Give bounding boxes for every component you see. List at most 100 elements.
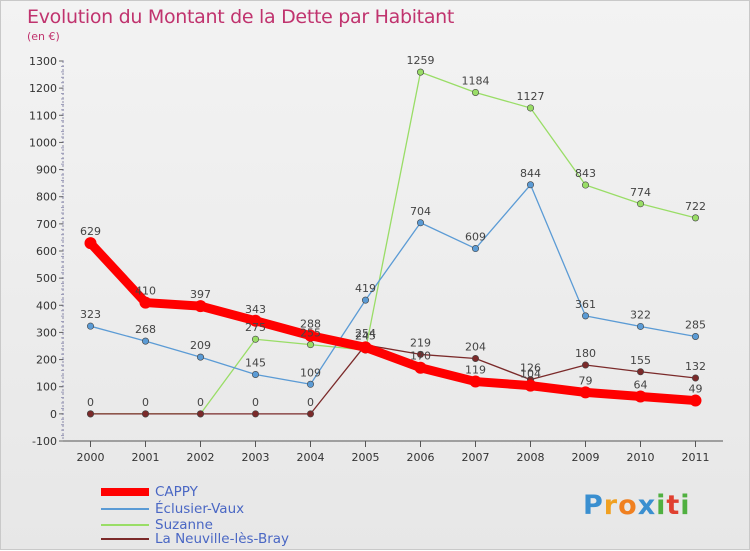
data-label: 219: [410, 336, 431, 349]
data-label: 343: [245, 303, 266, 316]
y-tick-label: 100: [36, 381, 57, 394]
series-line: [86, 238, 700, 406]
series-line: [89, 184, 697, 385]
data-point: [361, 296, 369, 304]
legend-swatch-cappy: [101, 488, 149, 496]
data-point: [252, 335, 260, 343]
y-tick-label: 1300: [29, 55, 57, 68]
data-point: [471, 354, 479, 362]
data-label: 126: [520, 362, 541, 375]
chart-title: Evolution du Montant de la Dette par Hab…: [27, 6, 455, 28]
proxiti-logo: Proxiti: [583, 490, 691, 521]
x-tick-label: 2001: [132, 451, 160, 464]
data-label: 132: [685, 360, 706, 373]
data-label: 774: [630, 186, 651, 199]
data-label: 629: [80, 225, 101, 238]
chart-axes: 1300120011001000900800700600500400300200…: [29, 55, 723, 464]
data-label: 180: [575, 347, 596, 360]
y-tick-label: 1100: [29, 109, 57, 122]
x-tick-label: 2000: [77, 451, 105, 464]
y-tick-label: -100: [32, 435, 57, 448]
data-point: [416, 350, 424, 358]
legend-label-cappy: CAPPY: [155, 484, 198, 500]
data-point: [689, 394, 702, 407]
data-label: 704: [410, 205, 431, 218]
data-label: 255: [300, 327, 321, 340]
data-point: [252, 370, 260, 378]
logo-letter: x: [637, 490, 657, 521]
logo-letter: t: [666, 490, 681, 521]
data-label: 268: [135, 323, 156, 336]
data-point: [87, 322, 95, 330]
data-point: [636, 322, 644, 330]
data-point: [416, 68, 424, 76]
data-point: [634, 390, 647, 403]
data-point: [691, 374, 699, 382]
chart-data-labels: 275 255 1259 1184 1127 843 774 722 323 268 209 145 1…: [80, 54, 706, 409]
data-label: 104: [520, 368, 541, 381]
y-tick-label: 900: [36, 164, 57, 177]
data-point: [414, 361, 427, 374]
y-tick-label: 700: [36, 218, 57, 231]
data-label: 609: [465, 231, 486, 244]
x-tick-label: 2010: [627, 451, 655, 464]
data-point: [197, 353, 205, 361]
data-label: 109: [300, 366, 321, 379]
x-tick-label: 2009: [572, 451, 600, 464]
data-point: [471, 245, 479, 253]
x-tick-label: 2003: [242, 451, 270, 464]
data-point: [252, 410, 260, 418]
data-label: 119: [465, 364, 486, 377]
data-point: [249, 314, 262, 327]
data-label: 0: [142, 396, 149, 409]
data-label: 245: [355, 329, 376, 342]
data-point: [526, 181, 534, 189]
data-point: [416, 219, 424, 227]
legend-label-la-neuville-les-bray: La Neuville-lès-Bray: [155, 531, 290, 547]
data-label: 204: [465, 340, 486, 353]
data-point: [636, 368, 644, 376]
data-point: [306, 341, 314, 349]
logo-letter: P: [583, 490, 604, 521]
data-label: 397: [190, 288, 211, 301]
data-label: 722: [685, 200, 706, 213]
data-label: 410: [135, 285, 156, 298]
logo-letter: r: [603, 490, 619, 521]
chart-subtitle: (en €): [27, 30, 60, 43]
data-label: 275: [245, 321, 266, 334]
data-point: [84, 237, 97, 250]
y-tick-label: 0: [50, 408, 57, 421]
y-tick-label: 300: [36, 326, 57, 339]
data-point: [142, 410, 150, 418]
y-tick-label: 200: [36, 354, 57, 367]
data-label: 64: [634, 378, 648, 391]
data-point: [524, 379, 537, 392]
series-line: [89, 71, 697, 415]
data-point: [306, 410, 314, 418]
x-tick-label: 2008: [517, 451, 545, 464]
legend-swatch-eclusier-vaux: [101, 508, 149, 510]
data-label: 0: [307, 396, 314, 409]
y-tick-label: 1200: [29, 82, 57, 95]
data-point: [142, 337, 150, 345]
x-tick-label: 2006: [407, 451, 435, 464]
data-label: 288: [300, 318, 321, 331]
data-label: 79: [579, 374, 593, 387]
data-label: 145: [245, 357, 266, 370]
x-tick-label: 2007: [462, 451, 490, 464]
x-tick-label: 2004: [297, 451, 325, 464]
x-tick-label: 2005: [352, 451, 380, 464]
data-label: 254: [355, 327, 376, 340]
data-point: [581, 361, 589, 369]
data-label: 49: [689, 383, 703, 396]
y-tick-label: 1000: [29, 136, 57, 149]
data-point: [691, 214, 699, 222]
data-point: [581, 181, 589, 189]
data-label: 1184: [462, 74, 490, 87]
y-tick-label: 500: [36, 272, 57, 285]
data-label: 0: [87, 396, 94, 409]
data-point: [194, 300, 207, 313]
data-label: 209: [190, 339, 211, 352]
